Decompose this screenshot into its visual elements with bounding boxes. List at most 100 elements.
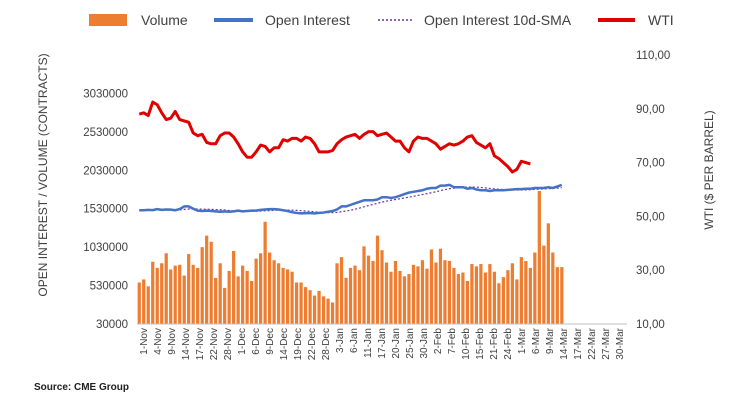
volume-bars <box>137 191 564 324</box>
x-tick-label: 25-Jan <box>405 328 416 359</box>
y-left-tick-label: 1530000 <box>83 204 128 216</box>
x-tick-label: 14-Dec <box>279 328 290 360</box>
x-tick-label: 20-Jan <box>391 328 402 359</box>
x-tick-label: 30-Jan <box>419 328 430 359</box>
volume-bar <box>434 262 438 324</box>
volume-bar <box>241 265 245 324</box>
volume-bar <box>465 280 470 324</box>
x-tick-label: 2-Feb <box>433 328 444 355</box>
volume-bar <box>353 265 357 324</box>
y-right-tick-label: 50,00 <box>636 211 665 223</box>
y-left-tick-label: 1030000 <box>83 242 128 254</box>
volume-bar <box>348 267 353 324</box>
legend-oi-label: Open Interest <box>265 12 350 28</box>
volume-bar <box>551 252 555 324</box>
y-right-tick-label: 30,00 <box>636 265 665 277</box>
x-tick-label: 17-Nov <box>195 328 206 360</box>
volume-bar <box>510 263 514 324</box>
volume-bar <box>366 255 371 324</box>
volume-bar <box>339 257 344 324</box>
volume-bar <box>312 295 317 324</box>
volume-bar <box>209 241 213 324</box>
volume-bar <box>546 223 550 324</box>
x-axis-ticks: 1-Nov 4-Nov 9-Nov 14-Nov 17-Nov 22-Nov 28-Nov 1… <box>139 327 626 360</box>
volume-bar <box>560 267 564 324</box>
y-axis-right-ticks: 10,00 30,00 50,00 70,00 90,00 110,00 <box>636 50 670 331</box>
volume-bar <box>528 267 532 324</box>
x-tick-label: 28-Nov <box>223 328 234 360</box>
volume-bar <box>142 279 146 324</box>
volume-bar <box>483 272 488 324</box>
volume-bar <box>357 270 362 324</box>
y-left-tick-label: 2530000 <box>83 127 128 139</box>
x-tick-label: 22-Dec <box>307 328 318 360</box>
x-tick-label: 10-Feb <box>461 328 472 360</box>
x-tick-label: 9-Dec <box>265 328 276 355</box>
volume-bar <box>232 250 236 324</box>
volume-bar <box>326 298 330 324</box>
open-interest-line <box>139 183 563 215</box>
volume-bar <box>501 277 505 324</box>
volume-bar <box>515 279 519 324</box>
x-tick-label: 30-Mar <box>615 327 626 359</box>
volume-bar <box>214 277 218 324</box>
x-tick-label: 11-Jan <box>363 328 374 358</box>
volume-bar <box>268 252 272 324</box>
volume-bar <box>173 265 177 324</box>
x-tick-label: 6-Dec <box>251 328 262 355</box>
y-axis-right-title: WTI ($ PER BARREL) <box>702 110 716 229</box>
volume-bar <box>438 248 443 324</box>
source-note: Source: CME Group <box>34 382 129 393</box>
volume-bar <box>398 270 402 324</box>
volume-bar <box>155 267 159 324</box>
volume-bar <box>308 290 312 324</box>
volume-bar <box>272 260 276 324</box>
volume-bar <box>456 274 461 324</box>
volume-bar <box>160 263 164 324</box>
volume-bar <box>317 290 321 324</box>
x-tick-label: 19-Dec <box>293 328 304 360</box>
volume-bar <box>380 250 384 324</box>
x-tick-label: 22-Nov <box>209 328 220 360</box>
volume-bar <box>492 271 497 324</box>
volume-bar <box>461 272 465 324</box>
volume-bar <box>389 271 393 324</box>
volume-bar <box>344 277 348 324</box>
y-left-tick-label: 3030000 <box>83 88 128 100</box>
volume-bar <box>182 275 186 324</box>
y-right-tick-label: 110,00 <box>636 50 670 62</box>
y-left-tick-label: 30000 <box>96 319 128 331</box>
volume-bar <box>281 267 285 324</box>
volume-bar <box>497 283 501 324</box>
legend-wti-label: WTI <box>648 12 674 28</box>
volume-bar <box>137 282 141 324</box>
volume-bar <box>542 245 546 324</box>
volume-bar <box>519 257 523 324</box>
x-tick-label: 14-Mar <box>559 327 570 359</box>
x-tick-label: 21-Feb <box>489 328 500 360</box>
volume-bar <box>452 267 456 324</box>
x-tick-label: 1-Nov <box>139 328 150 355</box>
volume-bar <box>200 247 204 324</box>
y-right-tick-label: 10,00 <box>636 319 665 331</box>
volume-bar <box>218 263 222 324</box>
x-tick-label: 17-Jan <box>377 328 388 359</box>
volume-bar <box>191 264 195 324</box>
x-tick-label: 28-Dec <box>321 328 332 360</box>
volume-bar <box>474 266 479 324</box>
x-tick-label: 6-Mar <box>531 327 542 354</box>
volume-bar <box>263 221 267 324</box>
volume-bar <box>470 264 474 324</box>
volume-bar <box>290 271 294 324</box>
x-tick-label: 7-Feb <box>447 328 458 355</box>
volume-bar <box>285 269 290 324</box>
x-tick-label: 6-Jan <box>349 328 360 353</box>
volume-bar <box>196 267 200 324</box>
volume-bar <box>402 276 407 324</box>
volume-bar <box>146 286 150 324</box>
volume-bar <box>420 260 425 324</box>
volume-bar <box>151 261 155 324</box>
volume-bar <box>294 282 299 324</box>
x-tick-label: 1-Mar <box>517 327 528 354</box>
y-axis-left-title: OPEN INTEREST / VOLUME (CONTRACTS) <box>36 53 50 296</box>
